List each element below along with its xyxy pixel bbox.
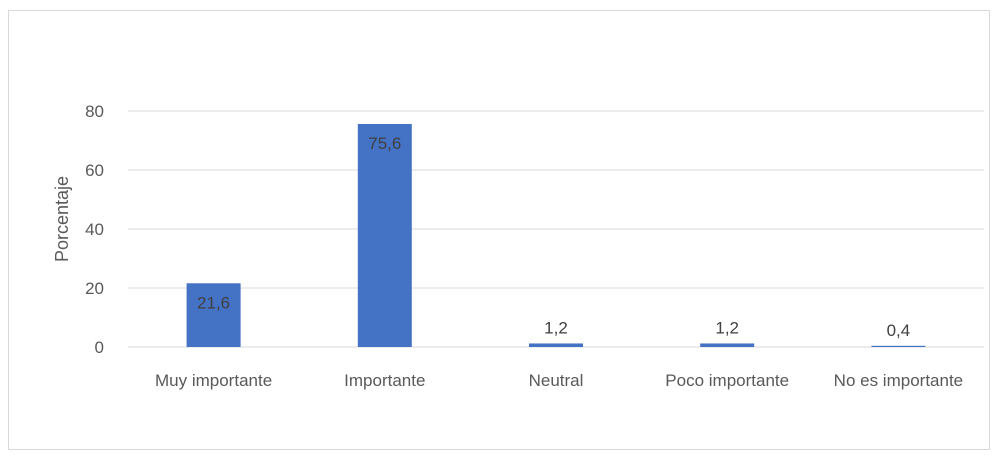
x-category-label: Muy importante: [155, 371, 272, 390]
x-category-label: No es importante: [834, 371, 963, 390]
bar-4: [700, 343, 755, 347]
data-label: 75,6: [368, 134, 401, 153]
y-tick-label: 20: [85, 279, 104, 298]
bar-1: [186, 283, 241, 347]
x-category-label: Importante: [344, 371, 425, 390]
bar-5: [871, 345, 926, 347]
y-tick-label: 40: [85, 220, 104, 239]
y-tick-label: 80: [85, 102, 104, 121]
data-label: 0,4: [887, 321, 911, 340]
data-label: 1,2: [715, 318, 739, 337]
y-axis-label: Porcentaje: [52, 176, 72, 262]
bars: [186, 123, 926, 347]
x-axis-categories: Muy importante Importante Neutral Poco impo…: [155, 371, 963, 390]
y-axis-ticks: 0 20 40 60 80: [85, 102, 104, 357]
data-label: 1,2: [544, 318, 568, 337]
data-label: 21,6: [197, 293, 230, 312]
y-tick-label: 60: [85, 161, 104, 180]
gridlines: [128, 110, 984, 348]
data-labels: 21,6 75,6 1,2 1,2 0,4: [197, 134, 910, 340]
bar-3: [529, 343, 583, 347]
x-category-label: Neutral: [529, 371, 584, 390]
chart-frame: [8, 10, 990, 450]
bar-2: [357, 123, 412, 347]
x-category-label: Poco importante: [665, 371, 789, 390]
y-tick-label: 0: [95, 338, 104, 357]
